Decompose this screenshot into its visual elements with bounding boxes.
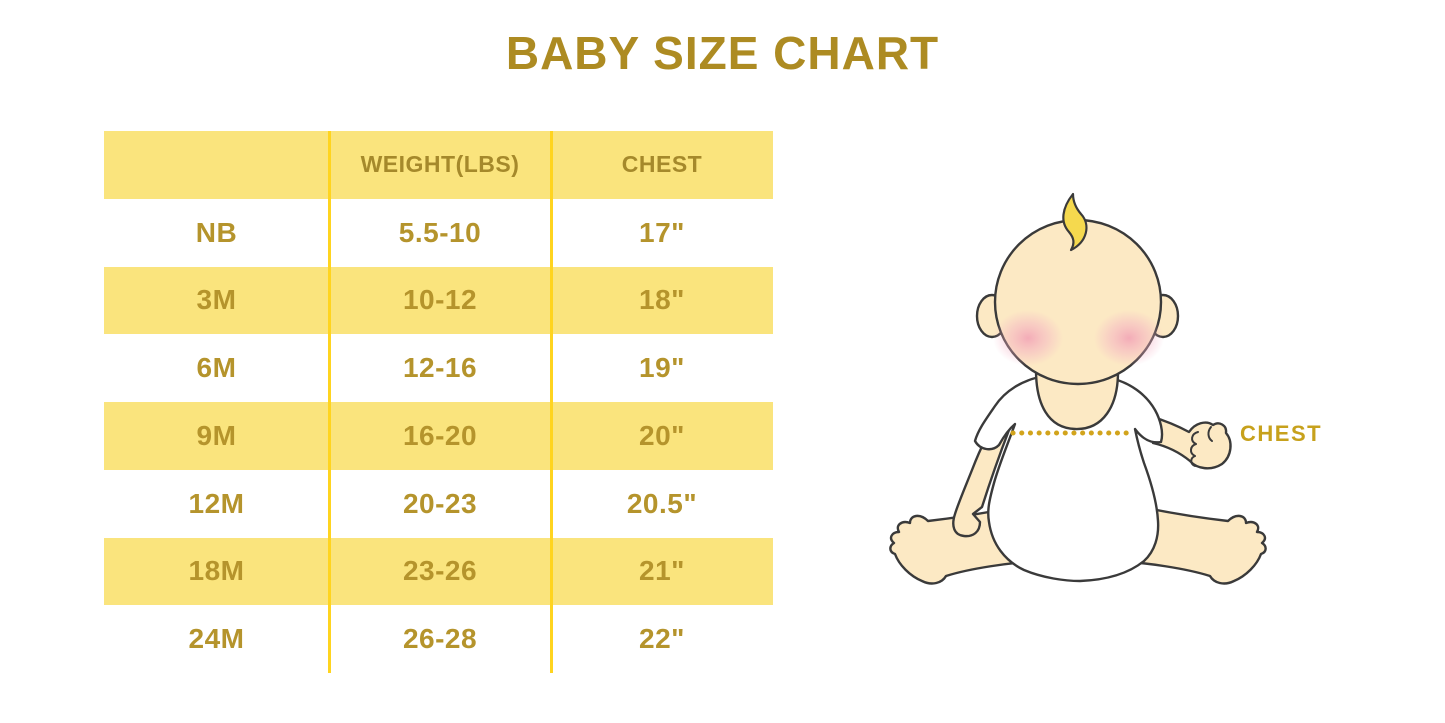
baby-right-cheek bbox=[1094, 310, 1164, 366]
chest-cell: 19" bbox=[639, 352, 685, 384]
table-row: 12M 20-23 20.5" bbox=[104, 469, 773, 538]
size-table: WEIGHT(LBS) CHEST NB 5.5-10 17" 3M 10-12… bbox=[104, 131, 773, 673]
baby-illustration bbox=[889, 192, 1267, 585]
size-cell: 12M bbox=[188, 487, 245, 519]
baby-left-cheek bbox=[993, 310, 1063, 366]
header-chest-cell: CHEST bbox=[621, 151, 703, 178]
size-cell: 3M bbox=[196, 284, 237, 316]
weight-cell: 16-20 bbox=[402, 419, 478, 451]
table-row: 18M 23-26 21" bbox=[104, 537, 773, 606]
header-weight-cell: WEIGHT(LBS) bbox=[360, 151, 520, 178]
chest-cell: 17" bbox=[639, 216, 685, 248]
chest-cell: 22" bbox=[639, 623, 685, 655]
table-row: NB 5.5-10 17" bbox=[104, 198, 773, 267]
chest-cell: 18" bbox=[639, 284, 685, 316]
weight-cell: 20-23 bbox=[402, 487, 478, 519]
baby-onesie bbox=[973, 373, 1164, 583]
table-row: 24M 26-28 22" bbox=[104, 605, 773, 673]
column-divider bbox=[550, 131, 553, 673]
table-row: 3M 10-12 18" bbox=[104, 266, 773, 335]
size-cell: 24M bbox=[188, 623, 245, 655]
table-row: 6M 12-16 19" bbox=[104, 334, 773, 402]
chest-cell: 20.5" bbox=[626, 487, 698, 519]
size-cell: 6M bbox=[196, 352, 237, 384]
table-row: 9M 16-20 20" bbox=[104, 402, 773, 470]
page-title: BABY SIZE CHART bbox=[505, 27, 940, 79]
chest-cell: 20" bbox=[639, 419, 685, 451]
table-header-row: WEIGHT(LBS) CHEST bbox=[104, 131, 773, 199]
size-cell: NB bbox=[195, 216, 238, 248]
column-divider bbox=[328, 131, 331, 673]
weight-cell: 12-16 bbox=[402, 352, 478, 384]
weight-cell: 10-12 bbox=[402, 284, 478, 316]
size-cell: 9M bbox=[196, 419, 237, 451]
baby-fist-knuckles bbox=[1190, 426, 1213, 467]
weight-cell: 26-28 bbox=[402, 623, 478, 655]
chest-cell: 21" bbox=[639, 555, 685, 587]
header-size-cell bbox=[104, 131, 329, 199]
baby-hair-curl bbox=[1062, 192, 1088, 252]
weight-cell: 5.5-10 bbox=[398, 216, 482, 248]
size-cell: 18M bbox=[188, 555, 245, 587]
weight-cell: 23-26 bbox=[402, 555, 478, 587]
chest-annotation-label: CHEST bbox=[1240, 421, 1323, 446]
